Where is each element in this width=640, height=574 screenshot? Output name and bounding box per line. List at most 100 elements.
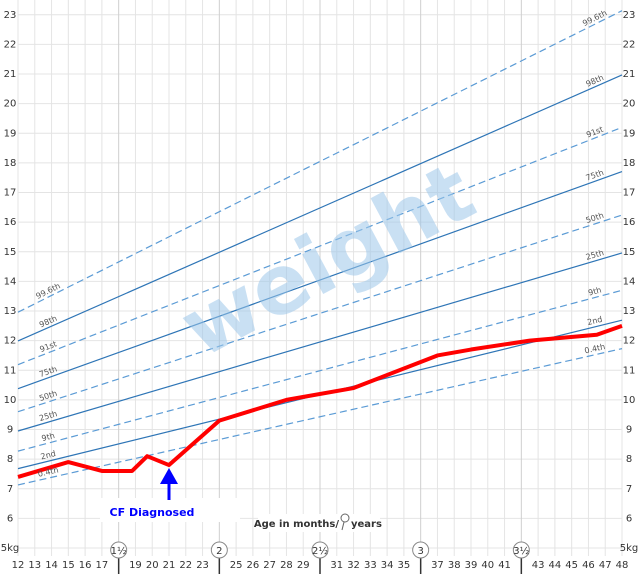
y-tick-label-right: 14	[623, 276, 636, 287]
y-tick-label: 12	[4, 336, 17, 347]
centile-label: 50th	[585, 211, 605, 225]
centile-label: 2nd	[586, 315, 603, 327]
centile-line	[17, 170, 623, 390]
y-tick-label: 19	[4, 128, 17, 139]
centile-label: 91st	[38, 339, 58, 354]
y-tick-label-right: 17	[623, 188, 636, 199]
watermark: weight	[166, 144, 489, 376]
x-tick-label: 41	[498, 560, 511, 571]
y-tick-label: 22	[4, 39, 17, 50]
y-tick-label-right: 18	[623, 158, 636, 169]
centile-label: 9th	[587, 285, 602, 297]
x-axis-label-icon-stem	[341, 521, 345, 531]
y-tick-label: 11	[4, 365, 17, 376]
y-tick-label: 21	[4, 69, 17, 80]
y-tick-label-right: 12	[623, 336, 636, 347]
centile-label: 25th	[585, 248, 605, 262]
year-marker	[311, 541, 329, 559]
x-tick-label: 31	[330, 560, 343, 571]
y-tick-label-right: 5kg	[620, 543, 639, 554]
data-lines	[17, 323, 623, 479]
x-tick-label: 28	[280, 560, 293, 571]
centile-line	[17, 214, 623, 413]
x-tick-label: 13	[28, 560, 41, 571]
y-tick-label: 8	[7, 454, 13, 465]
x-axis-label: Age in months/	[254, 519, 339, 530]
centile-label: 99.6th	[581, 8, 608, 28]
y-tick-label-right: 20	[623, 99, 636, 110]
annotation-box	[100, 498, 240, 522]
x-tick-label: 17	[96, 560, 109, 571]
x-tick-label: 14	[45, 560, 58, 571]
x-tick-label: 26	[247, 560, 260, 571]
x-tick-label: 23	[196, 560, 209, 571]
x-tick-label: 40	[481, 560, 494, 571]
year-marker	[412, 541, 430, 559]
y-tick-label: 7	[7, 484, 13, 495]
year-marker	[110, 541, 128, 559]
centile-label: 99.6th	[35, 281, 62, 301]
centile-label: 75th	[38, 364, 58, 379]
x-tick-label: 22	[179, 560, 192, 571]
y-tick-label: 17	[4, 188, 17, 199]
x-tick-label: 44	[549, 560, 562, 571]
x-tick-label: 48	[616, 560, 629, 571]
y-tick-label-right: 16	[623, 217, 636, 228]
x-axis-label-icon	[340, 513, 350, 523]
axis-label-box	[258, 514, 380, 532]
year-tick-label: 2	[216, 546, 222, 557]
centile-line	[17, 126, 623, 366]
annotation-arrow-head	[160, 468, 178, 484]
y-tick-label-right: 6	[626, 513, 632, 524]
centile-label: 9th	[41, 431, 56, 443]
centile-line	[17, 10, 623, 313]
y-tick-label-right: 21	[623, 69, 636, 80]
centile-line	[17, 74, 623, 342]
year-tick-label: 1½	[111, 545, 127, 557]
centile-label: 25th	[38, 409, 58, 423]
y-tick-label-right: 10	[623, 395, 636, 406]
x-tick-label: 35	[398, 560, 411, 571]
y-tick-label: 9	[7, 425, 13, 436]
x-tick-label: 33	[364, 560, 377, 571]
x-tick-label: 46	[582, 560, 595, 571]
y-tick-label-right: 13	[623, 306, 636, 317]
centile-label: 0.4th	[584, 342, 606, 355]
y-tick-label-right: 15	[623, 247, 636, 258]
y-tick-label-right: 9	[626, 425, 632, 436]
x-tick-label: 27	[263, 560, 276, 571]
x-tick-label: 12	[12, 560, 25, 571]
x-tick-label: 39	[465, 560, 478, 571]
centile-label: 0.4th	[37, 465, 59, 478]
x-tick-label: 19	[129, 560, 142, 571]
y-tick-label-right: 22	[623, 39, 636, 50]
centile-label: 75th	[585, 168, 605, 183]
y-tick-label: 13	[4, 306, 17, 317]
centile-line	[17, 289, 623, 452]
x-tick-label: 32	[347, 560, 360, 571]
x-tick-label: 21	[163, 560, 176, 571]
y-tick-label: 14	[4, 276, 17, 287]
y-tick-label: 10	[4, 395, 17, 406]
year-tick-label: 2½	[312, 545, 328, 557]
y-tick-label: 6	[7, 513, 13, 524]
centile-label: 2nd	[40, 449, 57, 461]
x-tick-label: 15	[62, 560, 75, 571]
x-tick-label: 34	[381, 560, 394, 571]
weight-line	[17, 323, 623, 479]
x-axis-label: years	[351, 519, 382, 530]
y-tick-label: 15	[4, 247, 17, 258]
x-tick-label: 47	[599, 560, 612, 571]
centile-line	[17, 252, 623, 432]
x-tick-label: 16	[79, 560, 92, 571]
centile-label: 50th	[38, 389, 58, 403]
y-tick-label: 18	[4, 158, 17, 169]
x-tick-label: 45	[565, 560, 578, 571]
y-tick-label-right: 11	[623, 365, 636, 376]
y-tick-label: 5kg	[1, 543, 20, 554]
year-tick-label: 3	[417, 546, 423, 557]
y-tick-label-right: 8	[626, 454, 632, 465]
year-marker	[210, 541, 228, 559]
y-tick-label-right: 23	[623, 10, 636, 21]
